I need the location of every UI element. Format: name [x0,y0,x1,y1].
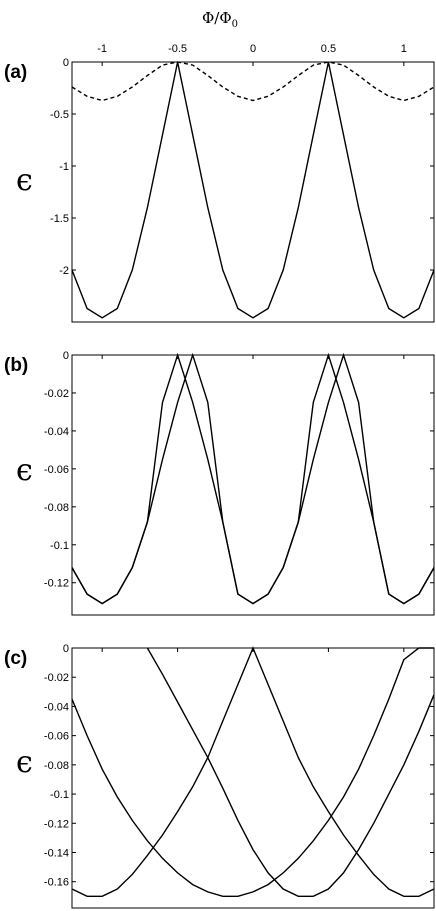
y-axis-label: ϵ [16,745,33,780]
y-tick-label: -0.02 [44,388,69,400]
x-tick-label: -1 [97,43,107,55]
x-tick-label: 0 [250,43,256,55]
plot-frame [71,647,435,909]
series-line-3 [71,646,435,897]
y-tick-label: -1 [59,161,69,173]
y-tick-label: -0.1 [50,789,69,801]
y-tick-label: 0 [63,57,69,69]
y-tick-label: -0.08 [44,502,69,514]
y-axis-label: ϵ [16,163,33,198]
series-line-1 [71,647,434,897]
series-line-1 [71,61,435,319]
y-tick-label: -0.04 [44,701,69,713]
y-tick-label: 0 [63,643,69,655]
y-tick-label: -0.16 [44,877,69,889]
y-tick-label: -0.12 [44,818,69,830]
y-tick-label: -0.04 [44,426,69,438]
y-tick-label: -0.02 [44,672,69,684]
y-tick-label: -0.14 [44,847,69,859]
y-tick-label: -0.12 [44,578,69,590]
y-tick-label: -0.1 [50,540,69,552]
series-line-2 [71,61,435,102]
y-tick-label: 0 [63,350,69,362]
y-tick-label: -2 [59,265,69,277]
y-tick-label: -0.5 [50,109,69,121]
x-tick-label: 1 [401,43,407,55]
panel-label: (a) [4,62,27,83]
panel-c: (c) ϵ 0 -0.02 -0.04 -0.06 -0.08 -0.1 -0.12 -0.14 -… [4,643,435,909]
y-tick-label: -0.08 [44,760,69,772]
panel-label: (c) [4,648,27,669]
panel-label: (b) [4,355,28,376]
plot-frame [71,354,435,616]
top-axis-title: Φ/Φ0 [202,9,238,30]
series-line-2 [71,352,435,605]
y-tick-label: -1.5 [50,213,69,225]
y-tick-label: -0.06 [44,464,69,476]
y-tick-label: -0.06 [44,731,69,743]
panel-a: (a) ϵ 0 -0.5 -1 -1.5 -2 -1 -0.5 0 0.5 1 [4,43,435,323]
series-line-1 [71,352,435,605]
x-tick-label: 0.5 [321,43,336,55]
x-tick-label: -0.5 [168,43,187,55]
series-line-2 [146,647,435,897]
panel-b: (b) ϵ 0 -0.02 -0.04 -0.06 -0.08 -0.1 -0.12 [4,350,435,616]
y-axis-label: ϵ [16,453,33,488]
